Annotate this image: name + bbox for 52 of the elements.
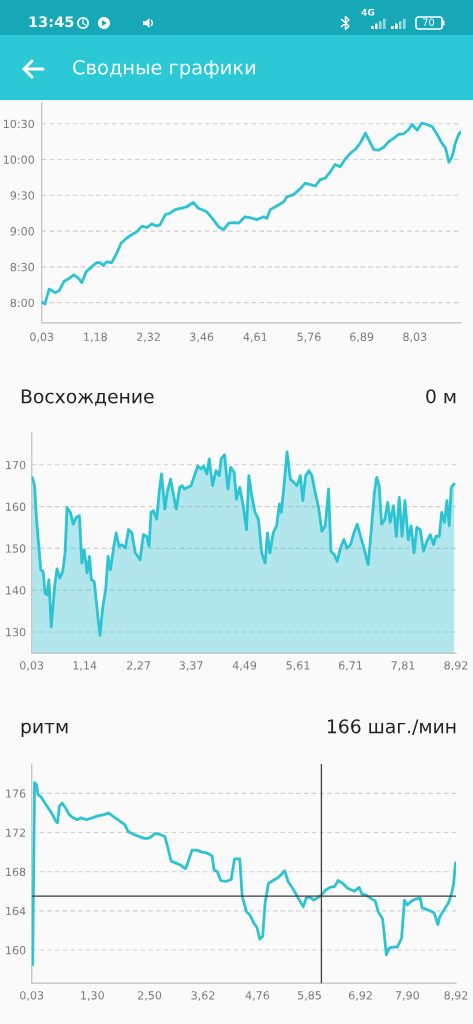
- x-tick-label: 8,92: [444, 661, 468, 671]
- text: 4G: [361, 8, 375, 16]
- y-tick-label: 172: [6, 828, 26, 837]
- x-tick-label: 0,03: [30, 332, 54, 343]
- chart-title: ритм: [21, 722, 68, 738]
- y-tick-label: 8:00: [10, 298, 35, 308]
- x-tick-label: 1,18: [84, 332, 107, 343]
- x-tick-label: 6,92: [348, 991, 372, 1001]
- x-tick-label: 8,03: [403, 332, 427, 343]
- line-series: [31, 781, 456, 967]
- line-series: [41, 121, 461, 306]
- x-tick-label: 8,92: [444, 991, 468, 1001]
- x-tick-label: 7,81: [391, 661, 415, 671]
- text: 0 м: [426, 389, 456, 404]
- y-tick-label: 8:30: [10, 262, 35, 272]
- text: 70: [423, 18, 435, 26]
- x-tick-label: 5,76: [297, 332, 321, 343]
- text: Сводные графики: [73, 59, 255, 79]
- y-tick-label: 10:30: [3, 119, 35, 129]
- x-tick-label: 7,90: [395, 991, 419, 1001]
- x-tick-label: 0,03: [20, 661, 44, 671]
- y-tick-label: 176: [6, 789, 26, 798]
- x-tick-label: 2,27: [127, 661, 151, 671]
- text: 13:45: [29, 16, 74, 28]
- y-tick-label: 160: [6, 945, 26, 955]
- y-tick-label: 164: [6, 906, 26, 916]
- x-tick-label: 2,32: [136, 332, 160, 343]
- x-tick-label: 6,71: [338, 661, 362, 671]
- x-tick-label: 4,76: [245, 991, 270, 1001]
- y-tick-label: 130: [6, 627, 26, 637]
- y-tick-label: 170: [6, 460, 26, 470]
- x-tick-label: 3,46: [190, 332, 214, 343]
- x-tick-label: 6,89: [350, 332, 374, 343]
- x-tick-label: 2,50: [138, 991, 162, 1001]
- y-tick-label: 10:00: [3, 155, 35, 164]
- y-tick-label: 150: [6, 544, 26, 553]
- x-tick-label: 3,37: [179, 661, 203, 671]
- x-tick-label: 4,61: [243, 332, 267, 343]
- y-tick-label: 140: [6, 586, 26, 595]
- y-tick-label: 160: [6, 502, 26, 511]
- y-tick-label: 9:30: [10, 191, 35, 200]
- y-tick-label: 9:00: [10, 227, 35, 236]
- x-tick-label: 3,62: [191, 991, 215, 1001]
- x-tick-label: 5,85: [297, 991, 321, 1001]
- x-tick-label: 1,14: [73, 661, 97, 671]
- x-tick-label: 5,61: [286, 661, 310, 671]
- x-tick-label: 1,30: [81, 991, 104, 1001]
- text: 166 шаг./мин: [327, 719, 456, 735]
- y-tick-label: 168: [6, 867, 26, 877]
- x-tick-label: 0,03: [20, 991, 44, 1001]
- x-tick-label: 4,49: [232, 661, 257, 671]
- chart-title: Восхождение: [21, 389, 154, 406]
